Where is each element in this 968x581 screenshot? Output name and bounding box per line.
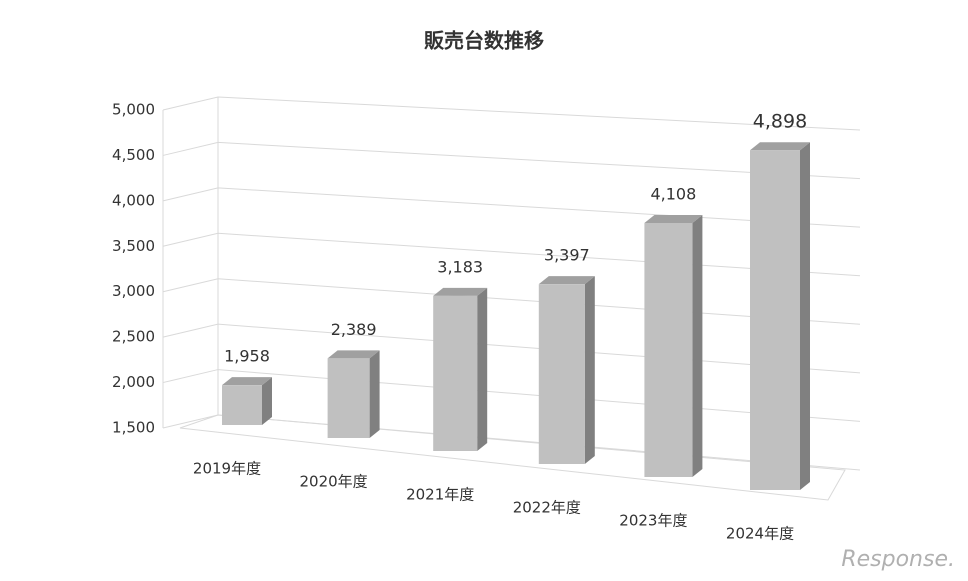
grid-line (162, 187, 861, 228)
value-label: 3,397 (544, 246, 590, 265)
x-tick-label: 2023年度 (619, 512, 687, 530)
y-tick-label: 2,500 (112, 328, 155, 346)
bar-top (433, 287, 488, 296)
value-label: 3,183 (437, 257, 483, 276)
y-tick-label: 2,000 (112, 373, 155, 391)
bar (750, 150, 800, 490)
bar-side (584, 276, 595, 464)
bar-top (327, 350, 380, 359)
value-label: 4,108 (650, 184, 696, 203)
bar (222, 385, 262, 425)
y-tick-label: 3,000 (112, 282, 155, 300)
bar-top (222, 377, 272, 386)
value-label: 2,389 (331, 320, 377, 339)
y-tick-label: 4,000 (112, 191, 155, 209)
grid-line (162, 141, 861, 180)
bar-side (262, 377, 272, 425)
bar-side (477, 287, 488, 451)
bar (644, 222, 693, 477)
y-tick-label: 4,500 (112, 146, 155, 164)
watermark: Response. (841, 547, 955, 572)
x-tick-label: 2021年度 (406, 486, 474, 504)
grid-line (162, 96, 861, 131)
x-tick-label: 2019年度 (193, 460, 261, 478)
x-tick-label: 2022年度 (513, 499, 581, 517)
y-tick-label: 1,500 (112, 419, 155, 437)
bar-top (644, 214, 703, 223)
bar-side (369, 350, 380, 438)
x-tick-label: 2024年度 (726, 525, 794, 543)
chart-title: 販売台数推移 (424, 29, 544, 53)
value-label: 4,898 (753, 111, 807, 133)
floor (179, 414, 846, 501)
y-tick-label: 3,500 (112, 237, 155, 255)
bar-top (750, 142, 810, 151)
bar (433, 295, 478, 451)
bar-side (692, 214, 703, 477)
x-tick-label: 2020年度 (300, 473, 368, 491)
bar-side (800, 142, 810, 490)
bar (327, 358, 370, 438)
y-tick-label: 5,000 (112, 101, 155, 119)
bar-top (538, 276, 595, 285)
value-label: 1,958 (224, 347, 270, 366)
bar (538, 284, 585, 464)
